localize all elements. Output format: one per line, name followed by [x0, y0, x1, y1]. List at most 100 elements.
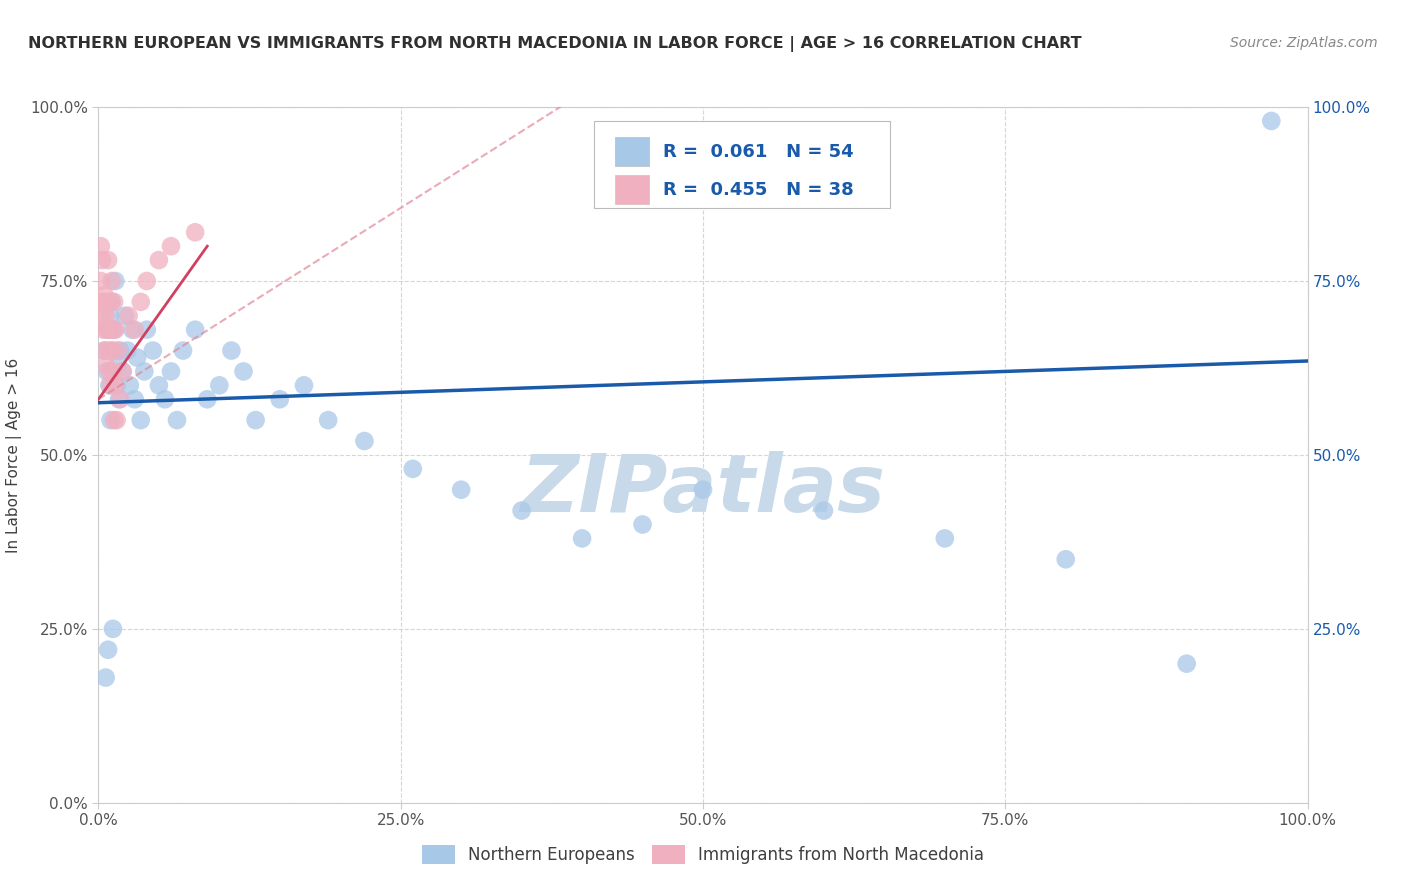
- Point: [450, 483, 472, 497]
- Point: [93, 343, 115, 358]
- Point: [208, 378, 231, 392]
- Point: [245, 413, 267, 427]
- Point: [1260, 114, 1282, 128]
- Point: [91, 323, 114, 337]
- Point: [160, 239, 183, 253]
- Legend: Northern Europeans, Immigrants from North Macedonia: Northern Europeans, Immigrants from Nort…: [415, 838, 991, 871]
- Point: [94, 671, 117, 685]
- Point: [108, 392, 131, 407]
- Point: [103, 294, 125, 309]
- FancyBboxPatch shape: [614, 137, 648, 166]
- Point: [107, 358, 129, 372]
- Point: [98, 323, 121, 337]
- Point: [97, 253, 120, 268]
- Point: [104, 323, 127, 337]
- Point: [148, 378, 170, 392]
- Point: [94, 309, 117, 323]
- Point: [103, 323, 125, 337]
- Point: [100, 274, 122, 288]
- Point: [97, 642, 120, 657]
- Point: [166, 413, 188, 427]
- Point: [108, 343, 131, 358]
- Point: [111, 364, 134, 378]
- Point: [1054, 552, 1077, 566]
- Point: [101, 364, 124, 378]
- Point: [97, 323, 120, 337]
- Point: [184, 323, 207, 337]
- Point: [134, 364, 156, 378]
- Point: [98, 378, 121, 392]
- Point: [104, 274, 127, 288]
- Point: [96, 294, 118, 309]
- Point: [127, 351, 149, 365]
- Point: [124, 323, 146, 337]
- Point: [104, 378, 127, 392]
- Point: [129, 294, 152, 309]
- Point: [96, 364, 118, 378]
- Point: [90, 274, 112, 288]
- Point: [114, 309, 136, 323]
- Text: Source: ZipAtlas.com: Source: ZipAtlas.com: [1230, 36, 1378, 50]
- Point: [353, 434, 375, 448]
- Point: [98, 364, 121, 378]
- Point: [101, 323, 124, 337]
- Point: [105, 378, 128, 392]
- Point: [195, 392, 218, 407]
- Point: [813, 503, 835, 517]
- Point: [91, 253, 114, 268]
- Point: [90, 239, 112, 253]
- Point: [100, 413, 122, 427]
- Point: [316, 413, 339, 427]
- Text: ZIPatlas: ZIPatlas: [520, 450, 886, 529]
- Point: [142, 343, 165, 358]
- Point: [221, 343, 243, 358]
- Point: [100, 378, 122, 392]
- Point: [510, 503, 533, 517]
- Point: [934, 532, 956, 546]
- Point: [108, 392, 131, 407]
- Point: [103, 413, 125, 427]
- Text: NORTHERN EUROPEAN VS IMMIGRANTS FROM NORTH MACEDONIA IN LABOR FORCE | AGE > 16 C: NORTHERN EUROPEAN VS IMMIGRANTS FROM NOR…: [28, 36, 1081, 52]
- Point: [107, 343, 129, 358]
- Point: [101, 343, 124, 358]
- Point: [1175, 657, 1198, 671]
- Point: [232, 364, 254, 378]
- Point: [571, 532, 593, 546]
- Point: [692, 483, 714, 497]
- Point: [93, 343, 115, 358]
- Point: [402, 462, 425, 476]
- Point: [97, 343, 120, 358]
- Point: [91, 309, 114, 323]
- Point: [118, 309, 141, 323]
- Point: [153, 392, 176, 407]
- Point: [121, 323, 143, 337]
- Y-axis label: In Labor Force | Age > 16: In Labor Force | Age > 16: [6, 358, 21, 552]
- Point: [93, 288, 115, 302]
- Text: R =  0.455   N = 38: R = 0.455 N = 38: [664, 181, 853, 199]
- Point: [172, 343, 194, 358]
- Point: [118, 378, 141, 392]
- Point: [631, 517, 654, 532]
- Point: [89, 294, 111, 309]
- Point: [117, 343, 139, 358]
- Point: [148, 253, 170, 268]
- Point: [100, 309, 122, 323]
- Point: [269, 392, 291, 407]
- Point: [184, 225, 207, 239]
- Point: [129, 413, 152, 427]
- Point: [292, 378, 315, 392]
- Point: [94, 358, 117, 372]
- Point: [135, 323, 157, 337]
- Point: [100, 294, 122, 309]
- Point: [135, 274, 157, 288]
- Text: R =  0.061   N = 54: R = 0.061 N = 54: [664, 143, 853, 161]
- Point: [111, 364, 134, 378]
- Point: [105, 413, 128, 427]
- Point: [100, 343, 122, 358]
- Point: [160, 364, 183, 378]
- Point: [91, 294, 114, 309]
- Point: [124, 392, 146, 407]
- Point: [96, 323, 118, 337]
- Point: [101, 622, 124, 636]
- FancyBboxPatch shape: [595, 121, 890, 208]
